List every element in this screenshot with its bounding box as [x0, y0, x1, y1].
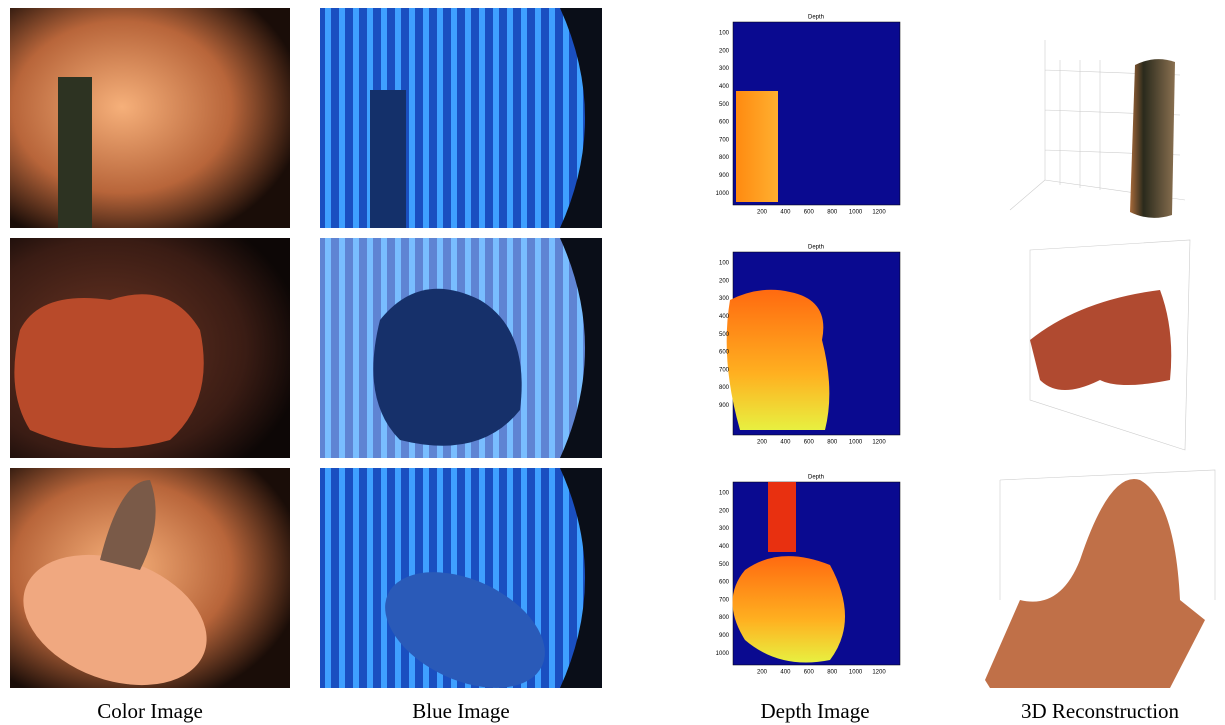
x-tick-label: 1200	[872, 440, 886, 446]
x-tick-label: 800	[827, 210, 838, 216]
depth-object	[736, 91, 778, 202]
y-tick-label: 700	[719, 137, 730, 143]
depth-object	[727, 290, 830, 430]
x-tick-label: 400	[780, 670, 791, 676]
image	[320, 8, 602, 228]
image-object	[370, 90, 406, 228]
y-tick-label: 500	[719, 332, 730, 338]
y-tick-label: 700	[719, 367, 730, 373]
plot-title: Depth	[808, 245, 824, 251]
figure: Color Image Blue Image Depth Image 3D Re…	[0, 0, 1225, 725]
y-tick-label: 900	[719, 173, 730, 179]
color-images	[5, 8, 290, 709]
x-tick-label: 1200	[872, 670, 886, 676]
y-tick-label: 200	[719, 48, 730, 54]
y-tick-label: 800	[719, 615, 730, 621]
plot-title: Depth	[808, 475, 824, 481]
y-tick-label: 800	[719, 385, 730, 391]
caption: Blue Image	[412, 699, 509, 723]
y-tick-label: 1000	[716, 191, 730, 197]
depth-images	[727, 22, 900, 665]
y-tick-label: 400	[719, 544, 730, 550]
y-tick-label: 800	[719, 155, 730, 161]
reconstructions	[985, 40, 1215, 688]
y-tick-label: 100	[719, 261, 730, 267]
x-tick-label: 600	[804, 670, 815, 676]
y-tick-label: 100	[719, 491, 730, 497]
y-tick-label: 600	[719, 350, 730, 356]
y-tick-label: 300	[719, 66, 730, 72]
x-tick-label: 800	[827, 670, 838, 676]
x-tick-label: 600	[804, 210, 815, 216]
x-tick-label: 1000	[849, 440, 863, 446]
x-tick-label: 800	[827, 440, 838, 446]
caption: Depth Image	[760, 699, 869, 723]
caption: Color Image	[97, 699, 203, 723]
surface	[985, 479, 1205, 688]
plot-title: Depth	[808, 15, 824, 21]
y-tick-label: 1000	[716, 651, 730, 657]
surface	[1030, 290, 1171, 390]
y-tick-label: 900	[719, 633, 730, 639]
surface	[1130, 59, 1175, 218]
image-object	[14, 294, 203, 448]
x-tick-label: 1000	[849, 210, 863, 216]
y-tick-label: 100	[719, 31, 730, 37]
y-tick-label: 700	[719, 597, 730, 603]
x-tick-label: 400	[780, 210, 791, 216]
x-tick-label: 600	[804, 440, 815, 446]
caption: 3D Reconstruction	[1021, 699, 1180, 723]
blue-images	[320, 8, 602, 711]
y-tick-label: 400	[719, 84, 730, 90]
y-tick-label: 200	[719, 278, 730, 284]
image-object	[58, 77, 92, 228]
depth-object	[768, 482, 796, 552]
x-tick-label: 200	[757, 440, 768, 446]
x-tick-label: 400	[780, 440, 791, 446]
y-tick-label: 200	[719, 508, 730, 514]
y-tick-label: 600	[719, 580, 730, 586]
y-tick-label: 500	[719, 562, 730, 568]
x-tick-label: 1000	[849, 670, 863, 676]
y-tick-label: 400	[719, 314, 730, 320]
y-tick-label: 300	[719, 296, 730, 302]
y-tick-label: 300	[719, 526, 730, 532]
y-tick-label: 600	[719, 120, 730, 126]
y-tick-label: 900	[719, 403, 730, 409]
x-tick-label: 1200	[872, 210, 886, 216]
y-tick-label: 500	[719, 102, 730, 108]
x-tick-label: 200	[757, 210, 768, 216]
x-tick-label: 200	[757, 670, 768, 676]
image	[10, 8, 290, 228]
